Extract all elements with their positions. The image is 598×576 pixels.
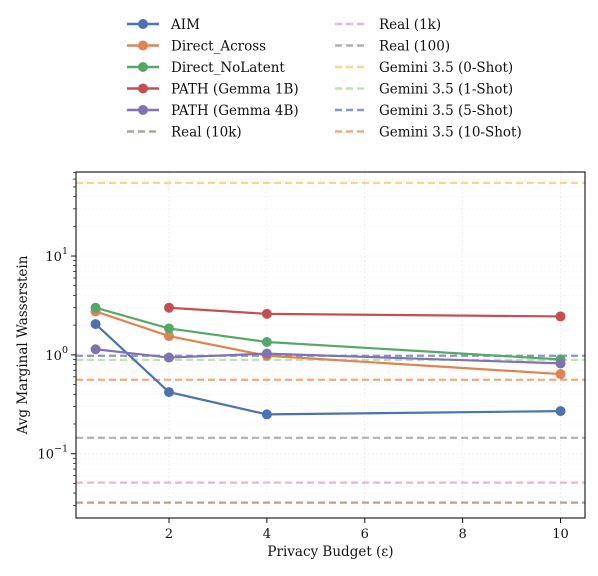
data-point-aim [90, 319, 101, 330]
x-tick-label: 10 [552, 527, 569, 542]
plot-area [76, 181, 585, 504]
data-point-path-gemma-4b [163, 352, 174, 363]
legend-item-gemini-3-5-10-shot: Gemini 3.5 (10-Shot) [335, 125, 522, 141]
x-axis-label: Privacy Budget (ε) [267, 544, 393, 560]
series-line-path-gemma-4b [95, 348, 561, 365]
x-tick-label: 2 [165, 527, 173, 542]
data-point-direct-nolatent [163, 323, 174, 334]
data-point-path-gemma-1b [555, 311, 566, 322]
data-point-direct-nolatent [261, 337, 272, 348]
legend-item-path-gemma-4b: PATH (Gemma 4B) [127, 103, 299, 119]
data-point-path-gemma-1b [163, 302, 174, 313]
legend: AIM Direct_Across Direct_NoLatent PATH (Gem… [127, 17, 522, 141]
legend-label: Direct_Across [171, 39, 266, 55]
data-point-aim [261, 409, 272, 420]
axes-frame [75, 171, 586, 519]
series-line-direct-across [95, 310, 561, 376]
data-point-direct-nolatent [90, 302, 101, 313]
x-tick-label: 8 [459, 527, 467, 542]
data-point-path-gemma-4b [555, 358, 566, 369]
data-point-path-gemma-1b [261, 308, 272, 319]
data-point-aim [163, 387, 174, 398]
legend-item-real-1k: Real (1k) [335, 17, 441, 33]
data-point-path-gemma-4b [261, 348, 272, 359]
legend-label: Gemini 3.5 (0-Shot) [379, 60, 513, 76]
legend-label: Real (10k) [171, 125, 242, 141]
legend-label: PATH (Gemma 4B) [171, 103, 299, 119]
series-line-aim [94, 323, 561, 416]
series-line-direct-nolatent [95, 306, 561, 361]
y-axis-label: Avg Marginal Wasserstein [15, 255, 31, 435]
y-tick-label: 10−1 [37, 444, 68, 463]
data-point-path-gemma-4b [90, 344, 101, 355]
legend-item-real-100: Real (100) [335, 39, 450, 55]
data-point-direct-across [555, 369, 566, 380]
legend-item-gemini-3-5-1-shot: Gemini 3.5 (1-Shot) [335, 82, 513, 98]
y-tick-label: 100 [45, 345, 68, 364]
axes: 2 4 6 8 10 10−1 100 101 Privacy Budget (ε) Avg Ma… [15, 171, 586, 560]
legend-label: Real (1k) [379, 17, 441, 33]
legend-marker [138, 105, 148, 115]
legend-item-path-gemma-1b: PATH (Gemma 1B) [127, 82, 299, 98]
legend-item-real-10k: Real (10k) [127, 125, 242, 141]
legend-item-gemini-3-5-0-shot: Gemini 3.5 (0-Shot) [335, 60, 513, 76]
legend-item-direct-nolatent: Direct_NoLatent [127, 60, 285, 76]
legend-label: Direct_NoLatent [171, 60, 285, 76]
data-point-aim [555, 406, 566, 417]
legend-label: Real (100) [379, 39, 450, 55]
data-point-direct-across [163, 331, 174, 342]
x-tick-label: 4 [263, 527, 271, 542]
legend-marker [138, 62, 148, 72]
legend-marker [138, 19, 148, 29]
legend-marker [138, 40, 148, 51]
legend-marker [138, 83, 148, 94]
legend-label: PATH (Gemma 1B) [171, 82, 299, 98]
y-tick-label: 101 [45, 246, 68, 265]
legend-label: Gemini 3.5 (1-Shot) [379, 82, 513, 98]
legend-item-gemini-3-5-5-shot: Gemini 3.5 (5-Shot) [335, 103, 513, 119]
legend-item-direct-across: Direct_Across [127, 39, 266, 55]
legend-label: AIM [170, 17, 200, 33]
legend-label: Gemini 3.5 (10-Shot) [379, 125, 522, 141]
legend-label: Gemini 3.5 (5-Shot) [379, 103, 513, 119]
legend-item-aim: AIM [127, 17, 200, 33]
x-tick-label: 6 [361, 527, 369, 542]
